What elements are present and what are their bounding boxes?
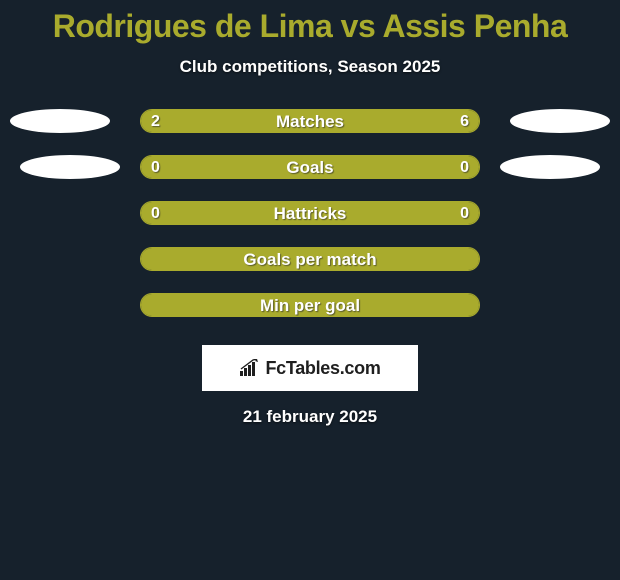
- bar-fill-left: [141, 110, 215, 132]
- bar-track: Hattricks00: [140, 201, 480, 225]
- bar-fill-right: [215, 110, 479, 132]
- stat-row: Hattricks00: [0, 201, 620, 247]
- avatar-right: [500, 155, 600, 179]
- logo-text: FcTables.com: [265, 358, 380, 379]
- stats-container: Matches26 Goals00 Hattricks00 Goals per mat…: [0, 109, 620, 339]
- stat-row: Goals per match: [0, 247, 620, 293]
- bar-track: Min per goal: [140, 293, 480, 317]
- logo: FcTables.com: [239, 358, 380, 379]
- bar-track: Goals00: [140, 155, 480, 179]
- bar-fill-left: [141, 202, 479, 224]
- stat-row: Matches26: [0, 109, 620, 155]
- bar-track: Goals per match: [140, 247, 480, 271]
- bar-fill-left: [141, 248, 479, 270]
- stat-row: Min per goal: [0, 293, 620, 339]
- logo-box: FcTables.com: [202, 345, 418, 391]
- avatar-left: [20, 155, 120, 179]
- bar-track: Matches26: [140, 109, 480, 133]
- avatar-left: [10, 109, 110, 133]
- stat-row: Goals00: [0, 155, 620, 201]
- date-label: 21 february 2025: [0, 407, 620, 427]
- bar-fill-left: [141, 156, 479, 178]
- page-subtitle: Club competitions, Season 2025: [0, 57, 620, 77]
- avatar-right: [510, 109, 610, 133]
- chart-icon: [239, 359, 261, 377]
- bar-fill-left: [141, 294, 479, 316]
- page-title: Rodrigues de Lima vs Assis Penha: [0, 0, 620, 45]
